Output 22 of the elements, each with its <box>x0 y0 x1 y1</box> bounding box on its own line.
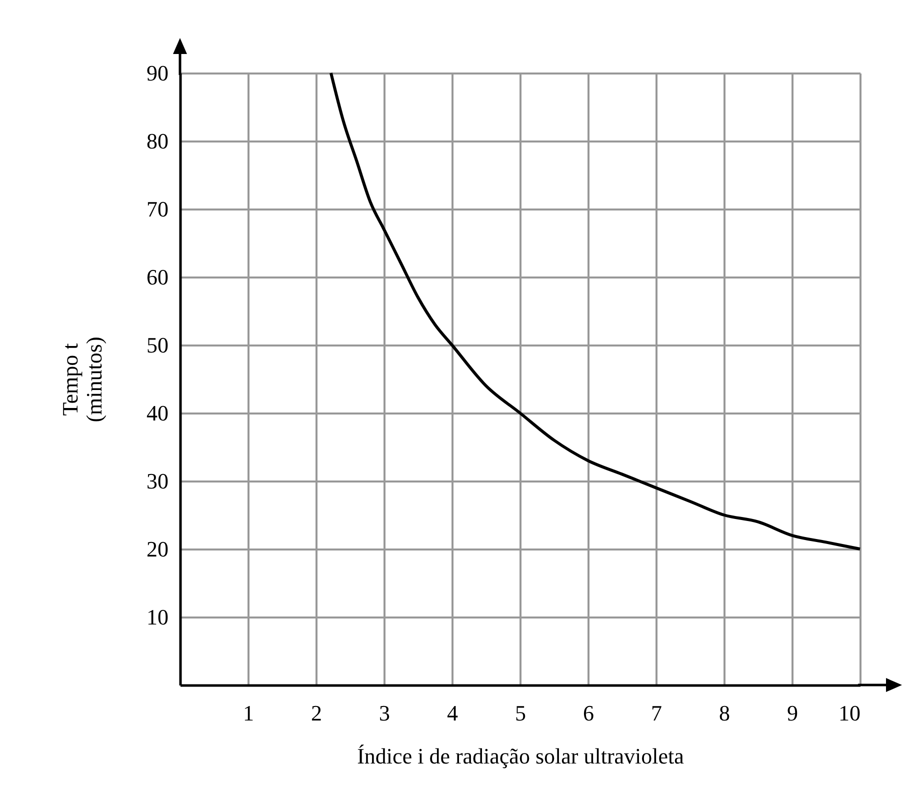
y-tick-label: 90 <box>146 60 168 86</box>
x-tick-label: 7 <box>651 700 662 726</box>
x-tick-label: 8 <box>719 700 730 726</box>
y-tick-label: 50 <box>146 332 168 358</box>
x-axis-title: Índice i de radiação solar ultravioleta <box>357 744 684 768</box>
y-tick-label: 20 <box>146 536 168 562</box>
y-tick-label: 60 <box>146 264 168 290</box>
y-axis-title: Tempo t (minutos) <box>58 336 106 422</box>
x-tick-label: 10 <box>838 700 860 726</box>
x-tick-label: 4 <box>447 700 458 726</box>
y-tick-label: 80 <box>146 128 168 154</box>
line-series <box>329 72 862 550</box>
x-tick-label: 3 <box>379 700 390 726</box>
x-tick-label: 5 <box>515 700 526 726</box>
y-tick-label: 40 <box>146 400 168 426</box>
y-tick-label: 70 <box>146 196 168 222</box>
x-tick-label: 6 <box>583 700 594 726</box>
x-tick-label: 1 <box>243 700 254 726</box>
x-tick-label: 2 <box>311 700 322 726</box>
x-tick-label: 9 <box>787 700 798 726</box>
y-tick-label: 30 <box>146 468 168 494</box>
y-tick-label: 10 <box>146 604 168 630</box>
